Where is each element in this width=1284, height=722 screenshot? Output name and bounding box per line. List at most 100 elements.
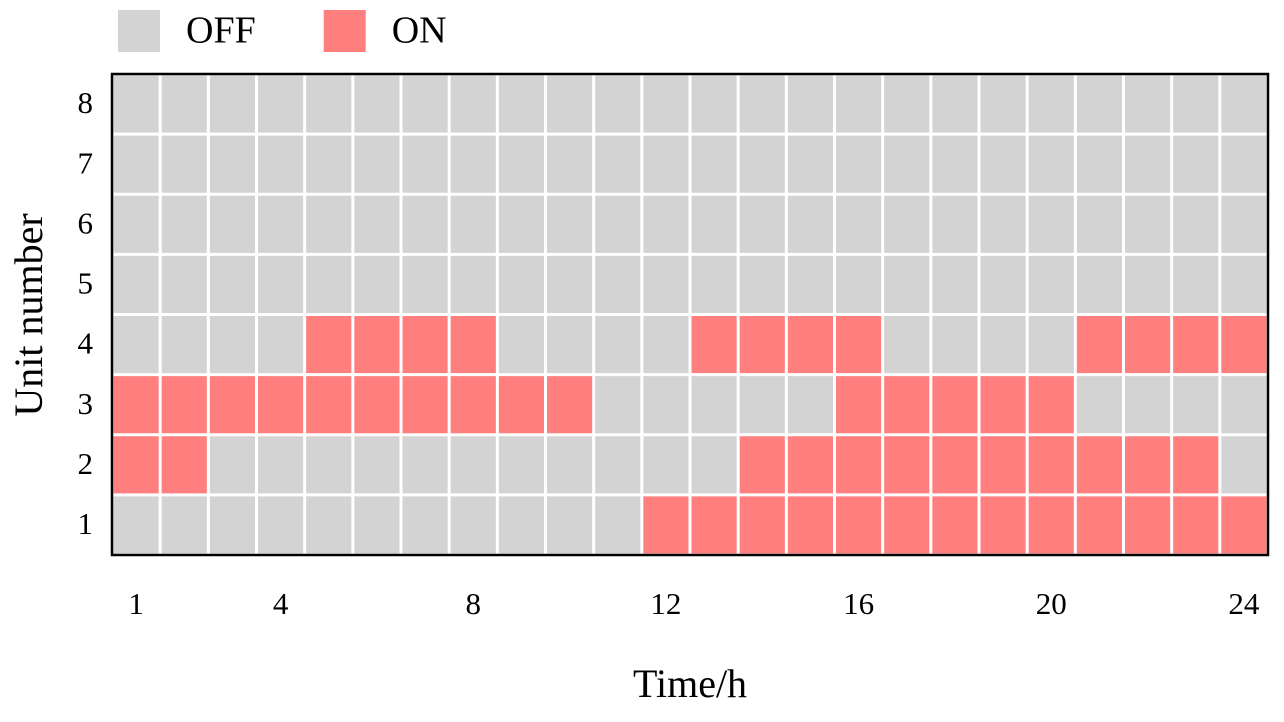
x-tick-label: 24	[1228, 586, 1260, 621]
cell	[161, 316, 207, 374]
cell	[739, 135, 785, 193]
cell	[1028, 436, 1074, 494]
cell	[836, 316, 882, 374]
cell	[643, 255, 689, 313]
x-tick-label: 16	[843, 586, 874, 621]
cell	[209, 195, 255, 253]
cell	[1173, 496, 1219, 554]
cell	[547, 75, 593, 133]
cell	[1221, 436, 1267, 494]
cell	[595, 376, 641, 434]
cell	[980, 496, 1026, 554]
legend-swatch	[118, 10, 160, 52]
cell	[354, 436, 400, 494]
cell	[932, 436, 978, 494]
cell	[1076, 496, 1122, 554]
cell	[691, 436, 737, 494]
cell	[787, 496, 833, 554]
cell	[884, 135, 930, 193]
cell	[113, 316, 159, 374]
cell	[161, 436, 207, 494]
cell	[209, 496, 255, 554]
cell	[980, 75, 1026, 133]
cell	[209, 255, 255, 313]
cell	[739, 195, 785, 253]
cell	[113, 436, 159, 494]
cell	[113, 496, 159, 554]
plot-background	[112, 74, 1268, 555]
cell	[836, 75, 882, 133]
cell	[739, 496, 785, 554]
cell	[643, 376, 689, 434]
cell	[836, 255, 882, 313]
cell	[354, 376, 400, 434]
cell	[1221, 316, 1267, 374]
cell	[1028, 376, 1074, 434]
cell	[450, 376, 496, 434]
cell	[402, 75, 448, 133]
cell	[595, 135, 641, 193]
cell	[113, 376, 159, 434]
cell	[1125, 255, 1171, 313]
cell	[595, 436, 641, 494]
y-tick-label: 4	[78, 326, 94, 361]
cell	[1173, 195, 1219, 253]
y-tick-label: 6	[78, 205, 94, 240]
cell	[161, 135, 207, 193]
cell	[258, 376, 304, 434]
cell	[113, 75, 159, 133]
cell	[113, 135, 159, 193]
cell	[980, 436, 1026, 494]
cell	[161, 496, 207, 554]
cell	[1125, 135, 1171, 193]
cell	[1173, 255, 1219, 313]
cell	[306, 376, 352, 434]
cell	[306, 75, 352, 133]
cell	[306, 195, 352, 253]
cell	[306, 496, 352, 554]
cell	[209, 376, 255, 434]
cell	[450, 496, 496, 554]
cell	[884, 496, 930, 554]
cell	[1076, 75, 1122, 133]
cell	[836, 436, 882, 494]
cell	[1125, 75, 1171, 133]
cell	[739, 255, 785, 313]
cell	[1076, 316, 1122, 374]
cell	[306, 436, 352, 494]
cell	[884, 376, 930, 434]
cell	[1221, 376, 1267, 434]
cell	[1076, 436, 1122, 494]
cell	[258, 496, 304, 554]
cell	[787, 135, 833, 193]
cell	[1173, 376, 1219, 434]
cell	[1173, 135, 1219, 193]
y-axis-label: Unit number	[6, 213, 51, 416]
cell	[787, 376, 833, 434]
cell	[691, 376, 737, 434]
cell	[258, 75, 304, 133]
cell	[402, 316, 448, 374]
cell	[161, 255, 207, 313]
y-tick-label: 5	[78, 266, 94, 301]
cell	[209, 316, 255, 374]
cell	[691, 496, 737, 554]
cell	[884, 436, 930, 494]
cell	[498, 75, 544, 133]
cell	[498, 316, 544, 374]
cell	[450, 436, 496, 494]
cell	[1076, 195, 1122, 253]
cell	[595, 255, 641, 313]
cell	[1173, 316, 1219, 374]
cell	[980, 255, 1026, 313]
cell	[595, 496, 641, 554]
cell	[1028, 316, 1074, 374]
cell	[547, 135, 593, 193]
cell	[884, 195, 930, 253]
cell	[1125, 195, 1171, 253]
cell	[1076, 255, 1122, 313]
cell	[450, 75, 496, 133]
cell	[161, 75, 207, 133]
cell	[354, 316, 400, 374]
cell	[161, 195, 207, 253]
